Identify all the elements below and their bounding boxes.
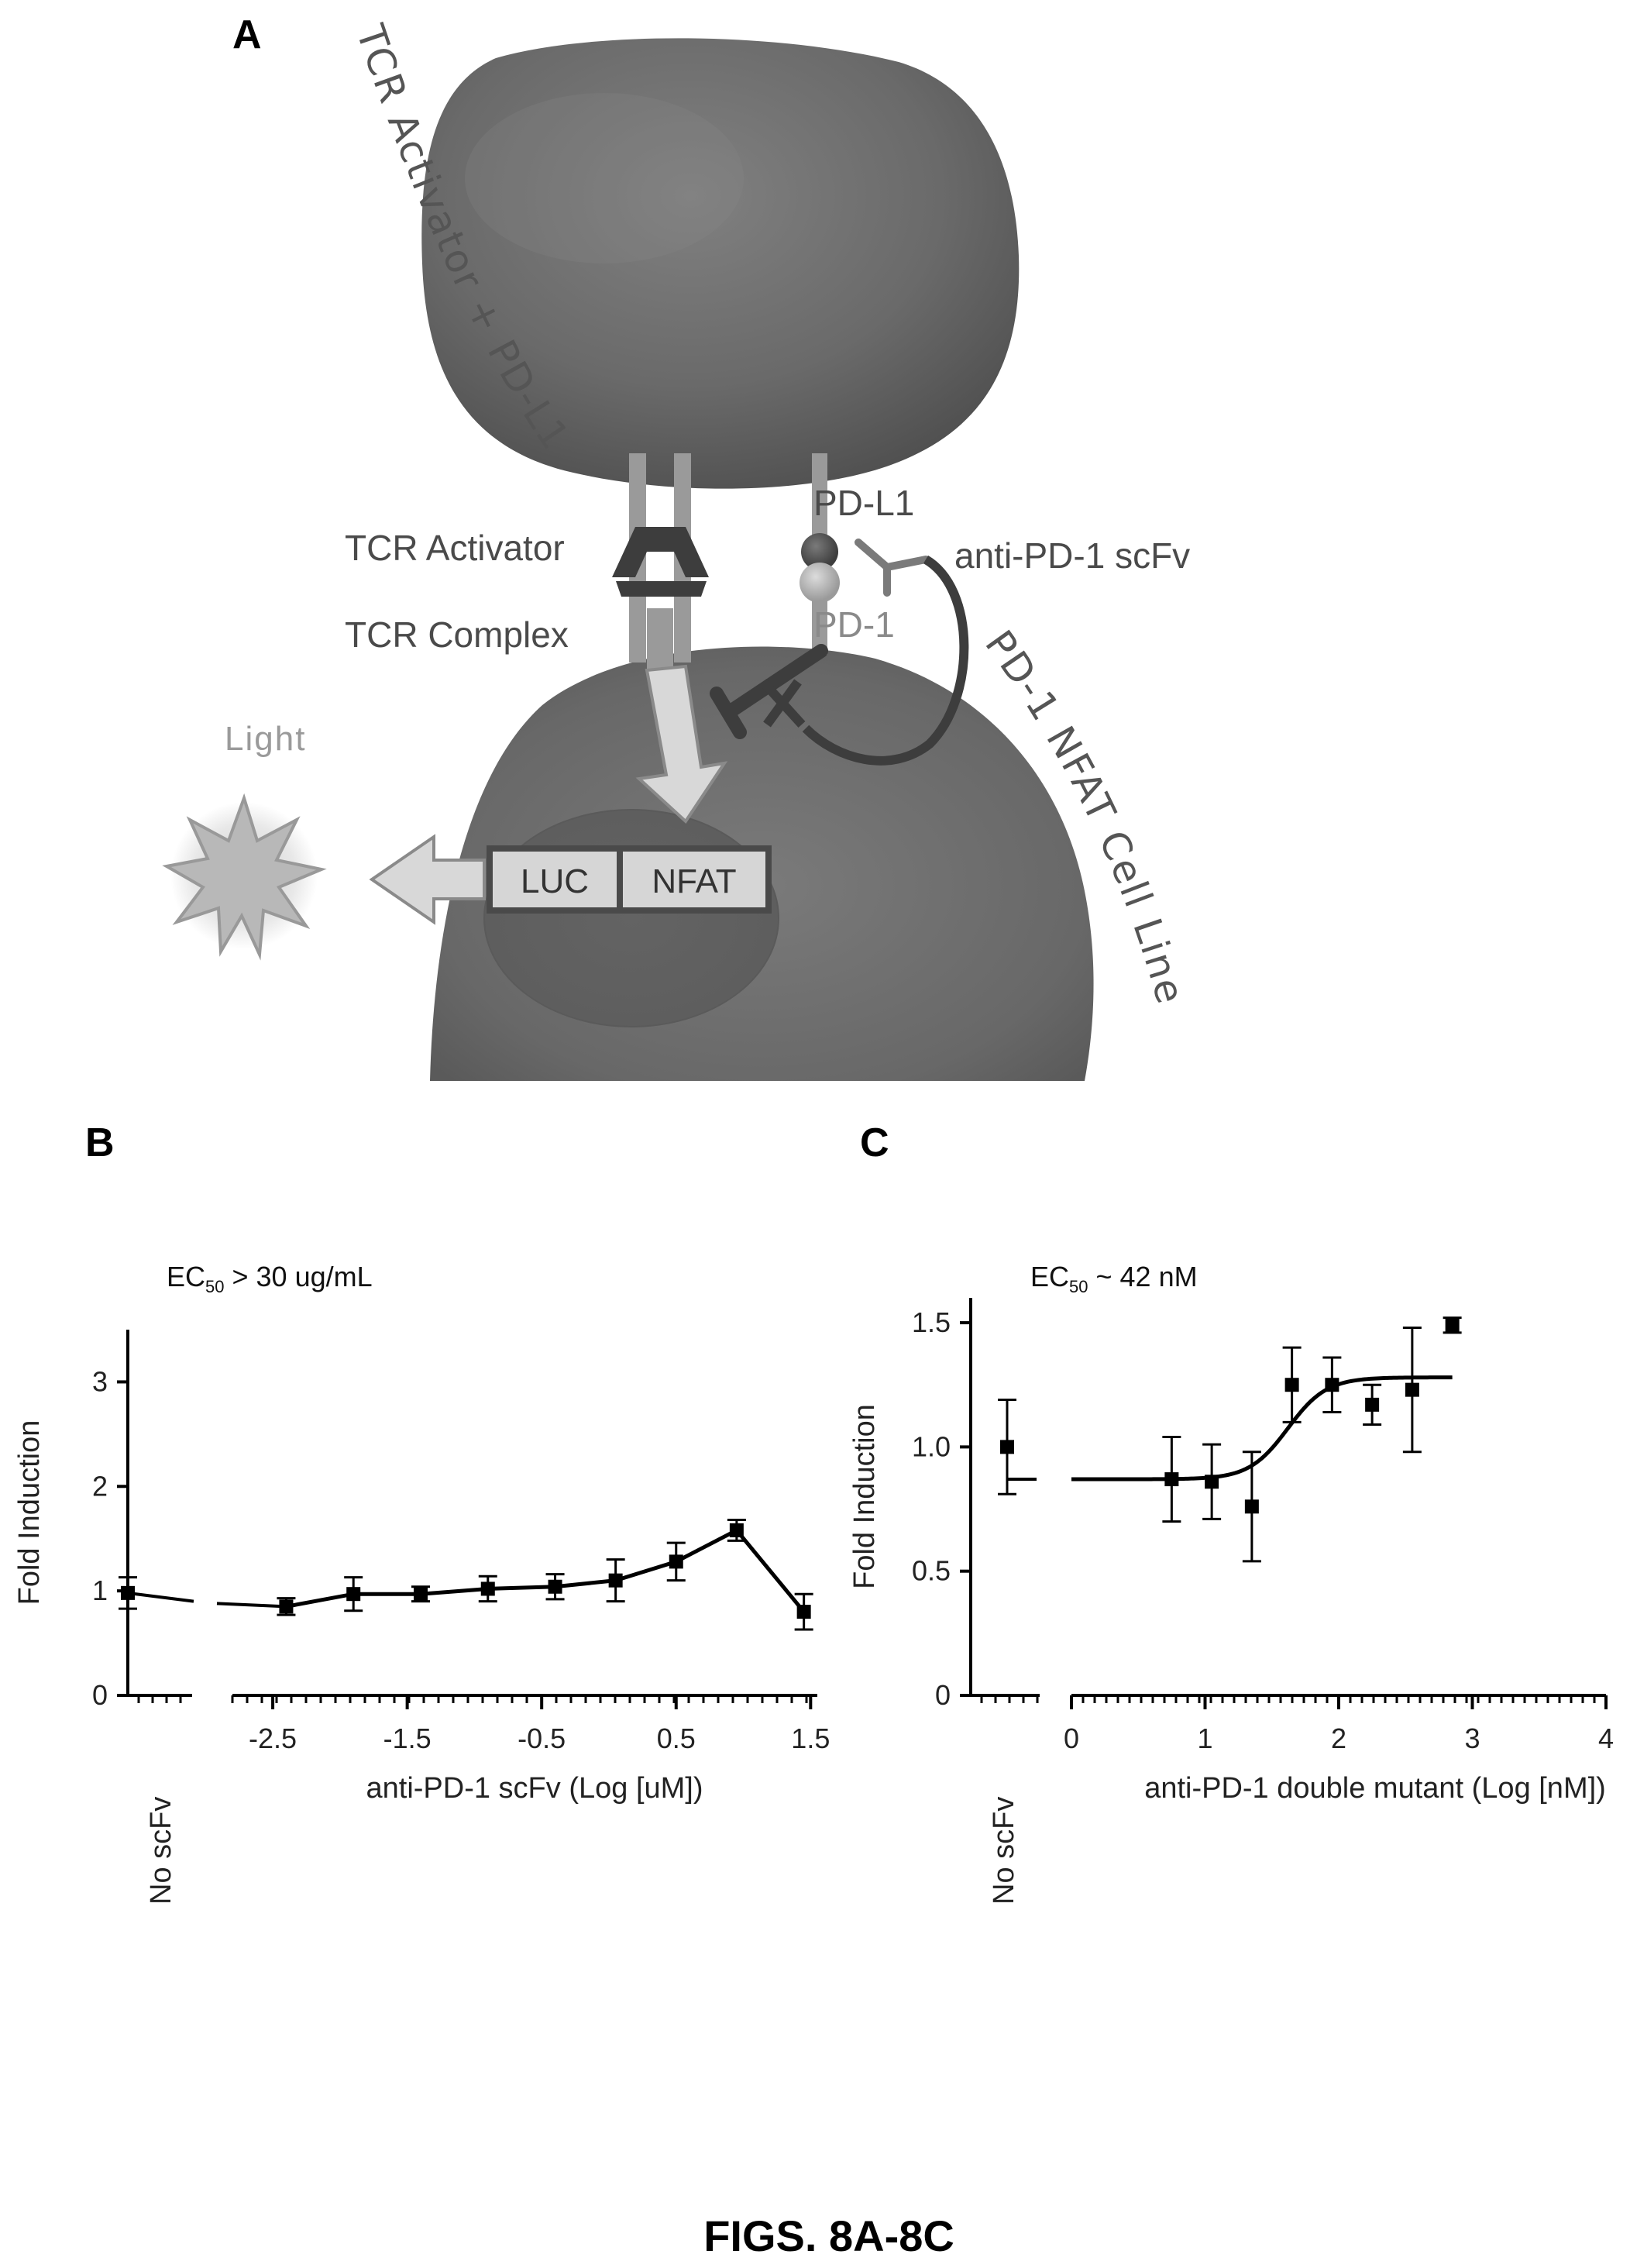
y-tick-label: 1 — [92, 1575, 108, 1606]
pd1-label: PD-1 — [813, 604, 895, 645]
data-point — [413, 1587, 428, 1602]
y-axis-title: Fold Induction — [13, 1420, 46, 1605]
scfv-inhibition-arc — [802, 555, 969, 766]
panel-a-letter: A — [232, 12, 262, 57]
x-tick-label: 2 — [1331, 1723, 1346, 1754]
tcr-complex-base — [647, 608, 673, 670]
pd1-inhibition-t — [710, 644, 828, 739]
x-tick-label: -1.5 — [383, 1723, 432, 1754]
series-line — [285, 1527, 806, 1613]
x-tick-label: 1.5 — [791, 1723, 830, 1754]
pd1-ball — [800, 563, 840, 603]
series-connector — [216, 1602, 287, 1609]
tcr-complex-label: TCR Complex — [345, 614, 569, 655]
y-tick-label: 0 — [92, 1679, 108, 1711]
y-tick-label: 3 — [92, 1365, 108, 1397]
y-tick-label: 2 — [92, 1470, 108, 1502]
top-cell — [421, 38, 1020, 489]
fit-curve — [1071, 1375, 1453, 1482]
data-point — [1164, 1472, 1179, 1487]
block-x-icon — [759, 678, 806, 728]
control-point — [1000, 1440, 1014, 1454]
x-tick-label: 0.5 — [657, 1723, 696, 1754]
light-star-icon — [162, 793, 327, 961]
ec50-annotation: EC50 > 30 ug/mL — [167, 1261, 373, 1296]
pdl1-label: PD-L1 — [813, 483, 914, 523]
data-point — [1325, 1378, 1339, 1392]
data-point — [669, 1554, 683, 1569]
nucleus — [483, 809, 779, 1027]
data-point — [1365, 1397, 1380, 1412]
control-connector — [127, 1591, 194, 1603]
light-arrow — [369, 834, 486, 925]
luc-label: LUC — [521, 862, 589, 900]
y-tick-label: 0.5 — [912, 1555, 951, 1587]
data-point — [1445, 1318, 1460, 1333]
figure-caption: FIGS. 8A-8C — [703, 2211, 954, 2260]
y-axis-title: Fold Induction — [848, 1404, 881, 1589]
top-cell-highlight — [465, 93, 744, 263]
x-tick-label: 1 — [1197, 1723, 1212, 1754]
control-label: No scFv — [145, 1797, 177, 1905]
data-point — [548, 1579, 562, 1594]
panel-c-letter: C — [860, 1120, 889, 1165]
signal-arrow-down — [635, 664, 728, 824]
ec50-annotation: EC50 ~ 42 nM — [1030, 1261, 1198, 1296]
tcr-activator-icon — [612, 527, 709, 577]
x-tick-label: 0 — [1064, 1723, 1079, 1754]
x-tick-label: -0.5 — [518, 1723, 566, 1754]
data-point — [1244, 1499, 1259, 1514]
data-point — [1405, 1382, 1419, 1397]
anti-pd1-scfv-label: anti-PD-1 scFv — [954, 535, 1190, 576]
data-point — [346, 1587, 361, 1602]
tcr-activator-label: TCR Activator — [345, 528, 565, 568]
light-label: Light — [225, 720, 306, 758]
scfv-icon — [855, 539, 930, 597]
x-axis-title: anti-PD-1 double mutant (Log [nM]) — [1144, 1772, 1606, 1805]
nfat-label: NFAT — [652, 862, 736, 900]
data-point — [480, 1581, 495, 1596]
data-point — [279, 1599, 294, 1614]
pd1-stalk — [812, 601, 827, 655]
panel-a-diagram: LUC NFAT PD-L1 TCR Activator anti-PD-1 s… — [162, 19, 1192, 1081]
data-point — [1284, 1378, 1299, 1392]
data-point — [1205, 1475, 1219, 1489]
y-tick-label: 0 — [935, 1679, 951, 1711]
y-tick-label: 1.0 — [912, 1430, 951, 1462]
panel-b-letter: B — [85, 1120, 115, 1165]
y-tick-label: 1.5 — [912, 1306, 951, 1338]
data-point — [796, 1605, 811, 1619]
x-tick-label: 3 — [1464, 1723, 1480, 1754]
pdl1-ball — [801, 533, 838, 570]
pdl1-stalk — [812, 453, 827, 539]
tcr-activator-base — [616, 581, 707, 597]
x-axis-title: anti-PD-1 scFv (Log [uM]) — [366, 1772, 703, 1805]
x-tick-label: 4 — [1598, 1723, 1614, 1754]
data-point — [608, 1573, 623, 1588]
data-point — [729, 1523, 744, 1537]
control-label: No scFv — [988, 1797, 1020, 1905]
control-point — [121, 1585, 135, 1600]
x-tick-label: -2.5 — [249, 1723, 297, 1754]
chart-c: 0 0.5 1.0 1.5 0 1 2 3 4 Fold Induction anti-PD-1 d… — [848, 1261, 1614, 1905]
reporter-box — [487, 845, 772, 914]
chart-b: 0 1 2 3 -2.5 -1.5 -0.5 0.5 1.5 Fold Induction anti… — [13, 1261, 830, 1905]
